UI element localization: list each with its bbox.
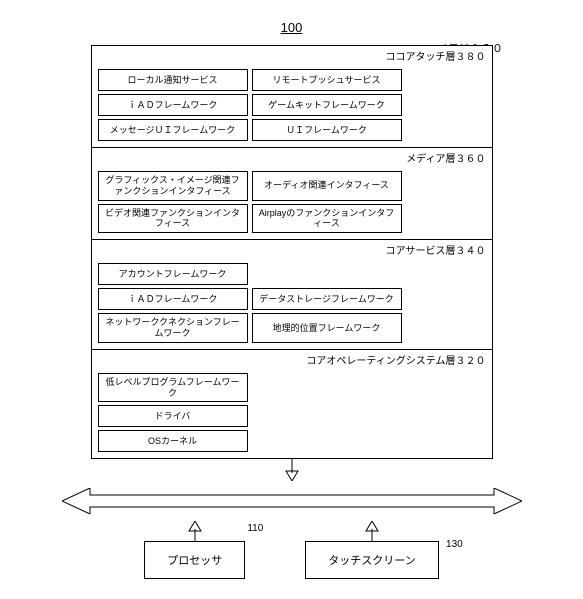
cell-os-kernel: OSカーネル [98, 430, 248, 452]
cell-ui-framework: ＵＩフレームワーク [252, 119, 402, 141]
cell-geolocation: 地理的位置フレームワーク [252, 313, 402, 343]
cell-message-ui: メッセージＵＩフレームワーク [98, 119, 248, 141]
cell-audio-interface: オーディオ関連インタフィース [252, 171, 402, 201]
cell-data-storage: データストレージフレームワーク [252, 288, 402, 310]
memory-to-bus-arrow [62, 459, 522, 486]
touchscreen-ref: 130 [446, 539, 463, 550]
processor-up-arrow [185, 521, 205, 541]
cell-local-notification: ローカル通知サービス [98, 69, 248, 91]
touchscreen-unit: 130 タッチスクリーン [305, 521, 438, 579]
cell-account-framework: アカウントフレームワーク [98, 263, 248, 285]
bottom-row: 110 プロセッサ 130 タッチスクリーン [20, 521, 563, 579]
processor-box: プロセッサ [144, 541, 245, 579]
layer-header-cocoa: ココアタッチ層３８０ [92, 46, 492, 65]
processor-ref: 110 [247, 523, 263, 534]
cell-iad-framework: ｉＡＤフレームワーク [98, 94, 248, 116]
memory-box: ココアタッチ層３８０ ローカル通知サービス リモートプッシュサービス ｉＡＤフレ… [91, 45, 493, 459]
processor-unit: 110 プロセッサ [144, 521, 245, 579]
touchscreen-up-arrow [362, 521, 382, 541]
layer-media: メディア層３６０ グラフィックス・イメージ関連ファンクションインタフィース オー… [92, 147, 492, 239]
touchscreen-box: タッチスクリーン [305, 541, 438, 579]
cell-gamekit: ゲームキットフレームワーク [252, 94, 402, 116]
cell-remote-push: リモートプッシュサービス [252, 69, 402, 91]
layer-header-core-services: コアサービス層３４０ [92, 239, 492, 259]
layer-core-services: コアサービス層３４０ アカウントフレームワーク ｉＡＤフレームワーク データスト… [92, 239, 492, 349]
cell-iad-framework-2: ｉＡＤフレームワーク [98, 288, 248, 310]
layer-header-core-os: コアオペレーティングシステム層３２０ [92, 349, 492, 369]
cell-video-interface: ビデオ関連ファンクションインタフィース [98, 204, 248, 234]
cell-graphics-image: グラフィックス・イメージ関連ファンクションインタフィース [98, 171, 248, 201]
layer-core-os: コアオペレーティングシステム層３２０ 低レベルプログラムフレームワーク ドライバ… [92, 349, 492, 459]
cell-low-level-program: 低レベルプログラムフレームワーク [98, 373, 248, 403]
layer-header-media: メディア層３６０ [92, 147, 492, 167]
figure-number: 100 [20, 20, 563, 35]
layer-cocoa-touch: ココアタッチ層３８０ ローカル通知サービス リモートプッシュサービス ｉＡＤフレ… [92, 46, 492, 147]
cell-network-connection: ネットワーククネクションフレームワーク [98, 313, 248, 343]
cell-driver: ドライバ [98, 405, 248, 427]
cell-airplay-interface: Airplayのファンクションインタフィース [252, 204, 402, 234]
bus-double-arrow [62, 488, 522, 519]
